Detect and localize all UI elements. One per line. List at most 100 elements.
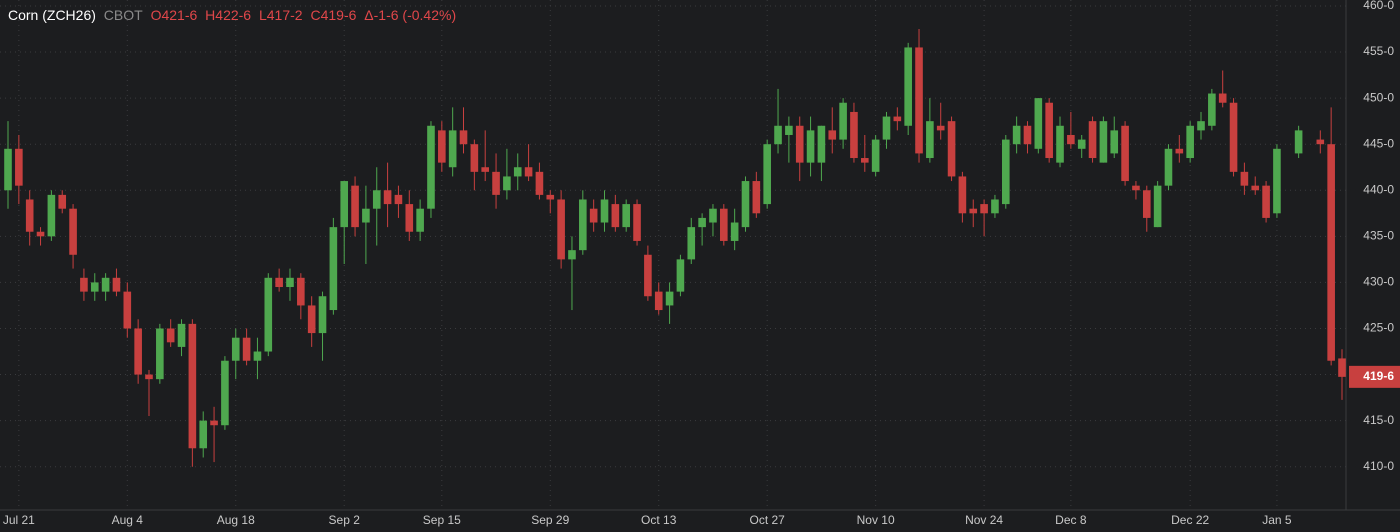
candle-body xyxy=(958,176,967,214)
candle-body xyxy=(188,323,197,449)
candle-body xyxy=(546,194,555,200)
candle-body xyxy=(611,204,620,228)
candle-body xyxy=(1012,125,1021,145)
candle-body xyxy=(676,259,685,292)
x-tick-label: Oct 13 xyxy=(641,513,677,527)
candle-body xyxy=(1262,185,1270,218)
candle-body xyxy=(644,254,652,297)
candle-body xyxy=(58,194,67,209)
last-price-label: 419-6 xyxy=(1363,369,1394,383)
x-tick-label: Nov 24 xyxy=(965,513,1003,527)
exchange: CBOT xyxy=(103,7,143,23)
candle-body xyxy=(557,199,565,260)
candle-body xyxy=(1175,148,1184,154)
candle-body xyxy=(654,291,663,311)
candle-body xyxy=(1077,139,1086,149)
candle-body xyxy=(720,208,728,241)
candle-body xyxy=(568,250,576,260)
y-tick-label: 410-0 xyxy=(1363,459,1394,473)
candle-body xyxy=(926,121,934,159)
candle-body xyxy=(47,194,56,237)
candle-body xyxy=(253,351,262,361)
candle-body xyxy=(156,328,164,380)
candle-body xyxy=(741,181,750,228)
candle-body xyxy=(1240,171,1249,186)
x-tick-label: Dec 8 xyxy=(1055,513,1087,527)
candle-body xyxy=(709,208,717,223)
candle-body xyxy=(1164,148,1173,186)
candle-body xyxy=(1034,98,1043,149)
candle-body xyxy=(166,328,175,343)
candle-body xyxy=(904,47,912,126)
candle-body xyxy=(297,277,305,306)
x-tick-label: Jan 5 xyxy=(1262,513,1292,527)
ohlc-label: C419-6 xyxy=(310,7,357,23)
x-tick-label: Sep 2 xyxy=(329,513,361,527)
candle-body xyxy=(524,167,533,177)
chart-title: Corn (ZCH26) xyxy=(8,7,96,23)
candle-body xyxy=(687,227,696,260)
candle-body xyxy=(351,185,359,228)
y-tick-label: 445-0 xyxy=(1363,136,1394,150)
x-tick-label: Aug 18 xyxy=(217,513,255,527)
x-tick-label: Aug 4 xyxy=(112,513,144,527)
candle-body xyxy=(893,116,902,122)
x-tick-label: Nov 10 xyxy=(857,513,895,527)
candle-body xyxy=(459,130,468,145)
candle-body xyxy=(15,148,23,186)
last-price-tag xyxy=(1349,365,1400,388)
candle-body xyxy=(1294,130,1303,154)
candle-body xyxy=(839,102,847,140)
ohlc-label: L417-2 xyxy=(258,7,303,23)
y-tick-label: 415-0 xyxy=(1363,413,1394,427)
candle-body xyxy=(405,204,414,232)
candle-body xyxy=(383,190,392,205)
candle-body xyxy=(871,139,880,172)
candle-body xyxy=(231,337,240,361)
candle-body xyxy=(1001,139,1010,205)
candle-body xyxy=(1088,121,1097,159)
x-tick-label: Jul 21 xyxy=(3,513,35,527)
candle-body xyxy=(199,420,208,449)
candle-body xyxy=(427,125,435,209)
candle-body xyxy=(134,328,142,375)
y-tick-label: 450-0 xyxy=(1363,90,1394,104)
candle-body xyxy=(221,360,229,426)
x-tick-label: Sep 15 xyxy=(423,513,461,527)
candle-body xyxy=(210,420,218,426)
candle-body xyxy=(145,374,153,380)
candle-body xyxy=(817,125,826,163)
candle-body xyxy=(622,204,630,228)
candle-body xyxy=(763,144,771,205)
y-tick-label: 440-0 xyxy=(1363,182,1394,196)
candle-body xyxy=(69,208,77,255)
candle-body xyxy=(1110,130,1119,154)
candle-body xyxy=(123,291,132,329)
candle-body xyxy=(785,125,793,135)
candle-body xyxy=(1186,125,1194,159)
candle-body xyxy=(286,277,294,288)
candle-body xyxy=(1056,125,1064,163)
candle-body xyxy=(80,277,88,292)
candle-body xyxy=(1067,134,1075,145)
candle-body xyxy=(242,337,251,361)
candle-body xyxy=(481,167,490,172)
candle-body xyxy=(882,116,891,140)
candle-body xyxy=(90,282,99,292)
candle-body xyxy=(307,305,316,334)
candle-body xyxy=(1142,190,1151,218)
candle-body xyxy=(850,111,858,159)
candle-body xyxy=(752,181,761,214)
candle-body xyxy=(101,277,110,292)
candle-body xyxy=(470,144,479,172)
candle-body xyxy=(600,199,609,223)
candle-body xyxy=(1316,139,1325,145)
candle-body xyxy=(275,277,283,288)
candle-body xyxy=(665,291,674,306)
candle-body xyxy=(36,231,45,237)
candle-body xyxy=(915,47,923,154)
change-label: Δ-1-6 (-0.42%) xyxy=(364,7,457,23)
candle-body xyxy=(1153,185,1162,228)
candle-body xyxy=(1251,185,1260,191)
